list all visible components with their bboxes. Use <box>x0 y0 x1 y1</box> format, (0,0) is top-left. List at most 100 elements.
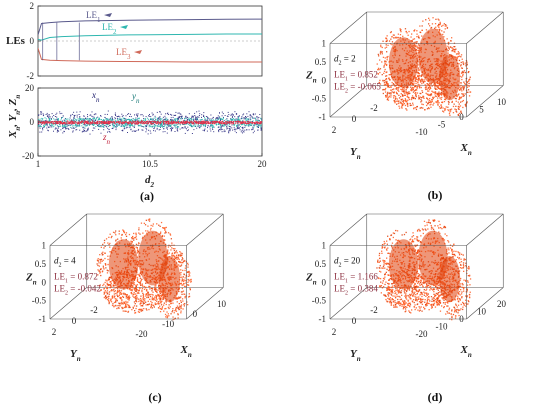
cloud-point <box>148 220 151 222</box>
point-y_n <box>45 124 47 126</box>
cloud-point <box>138 242 140 245</box>
point-z_n <box>44 123 46 124</box>
point-y_n <box>164 125 166 127</box>
point-y_n <box>190 125 192 127</box>
cloud-point <box>142 232 144 234</box>
cloud-point <box>438 30 441 32</box>
cloud-point <box>425 29 428 31</box>
point-y_n <box>120 118 122 120</box>
point-x_n <box>143 118 145 119</box>
y-tick-label: -2 <box>27 71 35 81</box>
point-x_n <box>158 117 160 119</box>
cloud-point <box>102 267 105 269</box>
cloud-point <box>464 85 466 87</box>
cloud-point <box>439 107 441 109</box>
cloud-point <box>385 71 387 74</box>
cloud-point <box>123 306 126 309</box>
cloud-point <box>434 27 436 29</box>
point-y_n <box>134 119 136 121</box>
point-z_n <box>185 122 187 124</box>
point-x_n <box>253 130 255 132</box>
point-y_n <box>49 119 50 121</box>
point-z_n <box>234 120 236 122</box>
point-y_n <box>258 119 259 121</box>
point-z_n <box>255 123 256 125</box>
point-y_n <box>257 121 259 123</box>
point-z_n <box>219 122 220 124</box>
point-x_n <box>47 114 49 116</box>
cloud-point <box>115 234 117 236</box>
point-y_n <box>51 119 52 120</box>
point-y_n <box>213 122 215 124</box>
cloud-point <box>107 263 109 266</box>
point-y_n <box>112 126 114 128</box>
point-z_n <box>258 123 260 125</box>
cloud-point <box>121 307 123 310</box>
cloud-point <box>429 101 431 104</box>
point-z_n <box>145 121 147 122</box>
cloud-point <box>461 78 463 81</box>
point-y_n <box>103 119 105 121</box>
point-x_n <box>129 127 131 129</box>
cloud-point <box>421 97 423 99</box>
cloud-point <box>385 75 387 77</box>
point-x_n <box>251 121 253 122</box>
point-z_n <box>190 120 192 122</box>
cloud-point <box>434 23 437 25</box>
cloud-point <box>437 29 439 31</box>
cloud-point <box>150 305 152 307</box>
cloud-point <box>469 76 471 78</box>
cloud-point <box>113 301 116 304</box>
point-x_n <box>220 126 222 128</box>
point-y_n <box>113 125 115 126</box>
point-y_n <box>125 125 127 127</box>
point-y_n <box>92 121 94 123</box>
cloud-point <box>385 61 387 63</box>
point-x_n <box>248 120 250 122</box>
cloud-point <box>422 103 424 106</box>
cloud-point <box>456 94 458 96</box>
point-y_n <box>190 118 191 120</box>
cloud-point <box>126 294 128 296</box>
point-y_n <box>52 123 54 125</box>
point-y_n <box>76 119 78 121</box>
cloud-point <box>414 45 416 48</box>
cloud-point <box>460 72 463 74</box>
point-x_n <box>73 120 75 122</box>
point-z_n <box>67 122 69 124</box>
point-z_n <box>81 120 83 122</box>
cloud-point <box>118 233 120 235</box>
point-x_n <box>229 128 231 130</box>
point-z_n <box>223 122 225 124</box>
point-y_n <box>89 118 91 120</box>
point-z_n <box>93 122 95 124</box>
point-z_n <box>227 121 229 123</box>
point-x_n <box>94 127 96 129</box>
cloud-point <box>408 97 410 99</box>
point-x_n <box>134 120 136 122</box>
cloud-point <box>110 283 112 285</box>
cloud-point <box>99 258 101 261</box>
point-x_n <box>259 114 261 115</box>
point-y_n <box>62 125 64 127</box>
point-x_n <box>155 118 157 120</box>
point-z_n <box>123 121 125 123</box>
y-tick-label: 0 <box>30 117 35 127</box>
point-y_n <box>239 119 241 121</box>
point-y_n <box>162 126 163 128</box>
point-z_n <box>114 122 116 124</box>
cloud-point <box>402 87 404 89</box>
cloud-point <box>401 107 403 109</box>
point-z_n <box>166 121 168 123</box>
point-y_n <box>75 124 77 125</box>
cloud-point <box>460 112 463 114</box>
point-x_n <box>87 129 89 131</box>
cloud-point <box>385 46 388 48</box>
cloud-point <box>149 295 152 298</box>
point-x_n <box>62 124 63 126</box>
point-z_n <box>119 121 121 123</box>
point-x_n <box>186 130 188 132</box>
point-z_n <box>239 121 241 123</box>
point-y_n <box>254 117 256 119</box>
point-y_n <box>125 123 127 125</box>
